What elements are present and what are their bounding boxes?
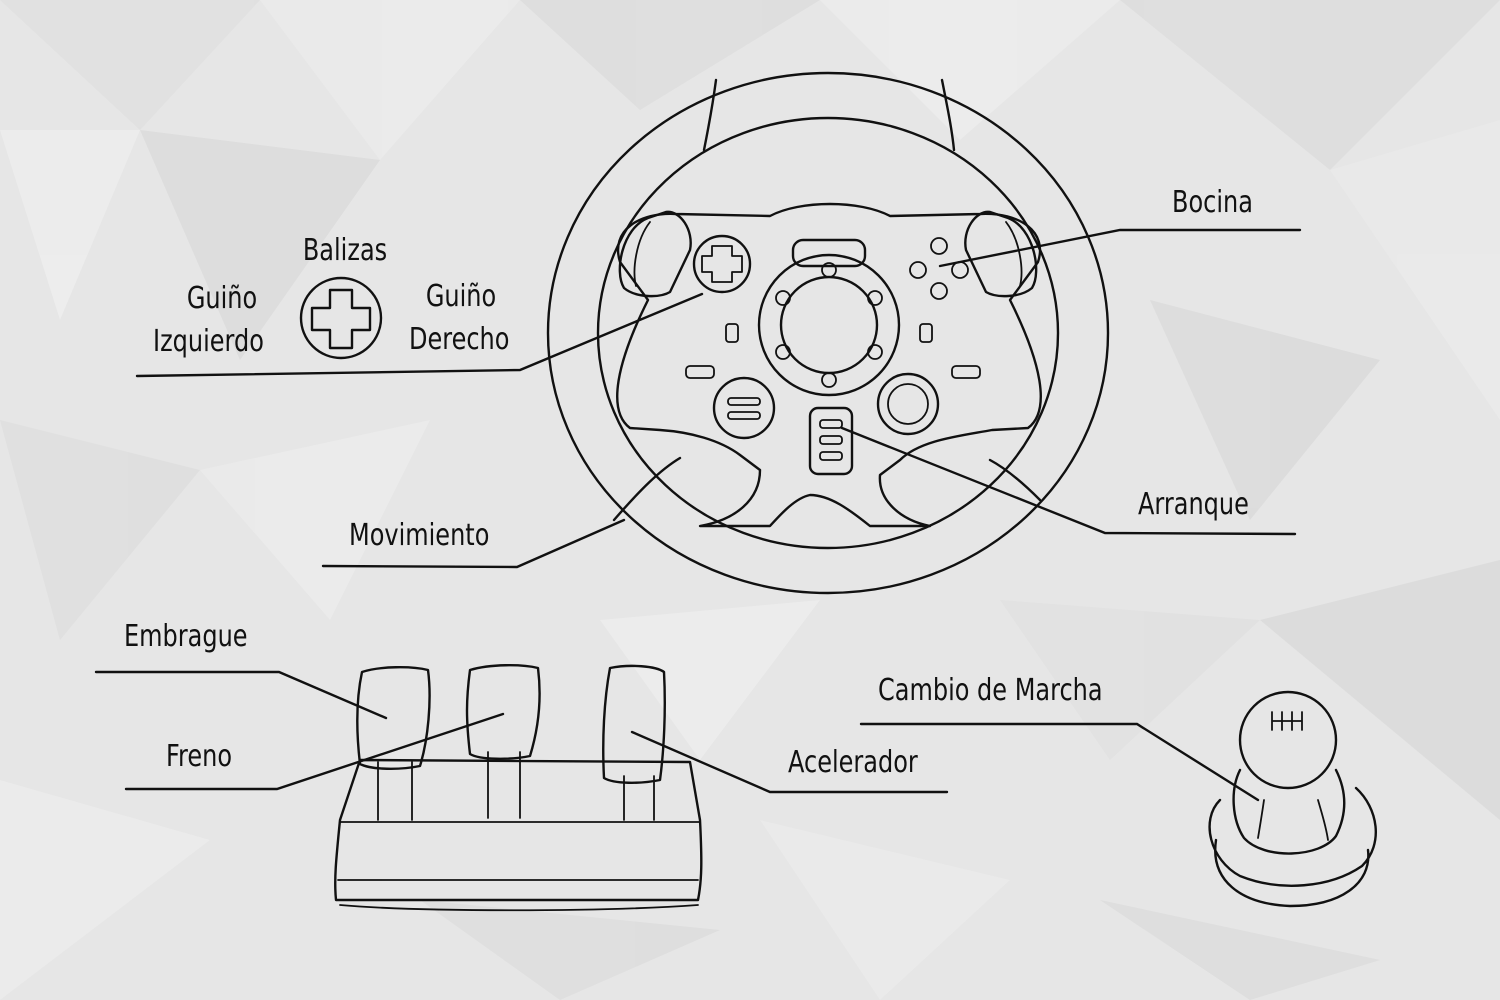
label-embrague: Embrague bbox=[124, 619, 248, 654]
label-freno: Freno bbox=[166, 739, 233, 774]
leader-acelerador bbox=[630, 730, 949, 794]
label-movimiento: Movimiento bbox=[349, 518, 490, 553]
label-bocina: Bocina bbox=[1172, 185, 1253, 220]
label-guino-derecho-line1: Guiño bbox=[425, 279, 497, 314]
label-guino-izquierdo-line1: Guiño bbox=[186, 281, 258, 316]
leader-cambio bbox=[859, 722, 1260, 802]
leader-lines bbox=[94, 228, 1302, 802]
label-guino-derecho-line2: Derecho bbox=[409, 322, 510, 357]
steering-wheel bbox=[546, 71, 1110, 595]
leader-freno bbox=[124, 712, 505, 791]
leader-embrague bbox=[94, 670, 388, 720]
leader-arranque bbox=[840, 426, 1297, 536]
leader-movimiento bbox=[321, 518, 626, 569]
leader-guino bbox=[135, 292, 704, 378]
label-acelerador: Acelerador bbox=[788, 745, 918, 780]
label-cambio-de-marcha: Cambio de Marcha bbox=[878, 673, 1103, 708]
label-arranque: Arranque bbox=[1138, 487, 1249, 522]
label-balizas: Balizas bbox=[302, 233, 388, 268]
leader-bocina bbox=[938, 228, 1302, 268]
pedal-set bbox=[334, 664, 703, 912]
dpad-icon bbox=[299, 276, 383, 360]
gear-shifter bbox=[1208, 690, 1377, 908]
label-guino-izquierdo-line2: Izquierdo bbox=[153, 324, 264, 359]
